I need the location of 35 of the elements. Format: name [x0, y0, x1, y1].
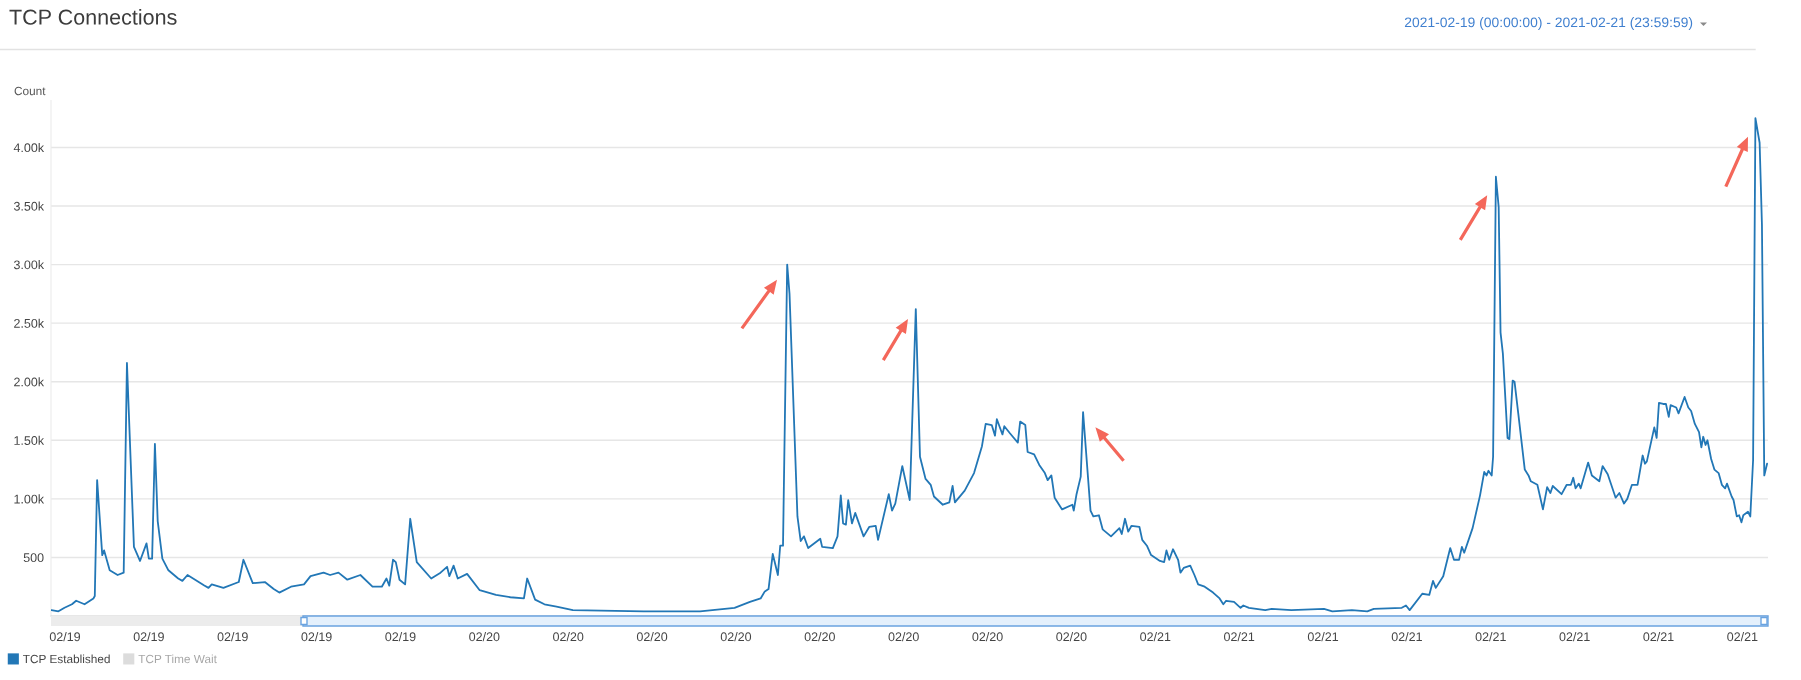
x-tick-label: 02/20 — [804, 631, 835, 642]
x-tick-label: 02/19 — [49, 631, 81, 642]
y-tick-label: 4.00k — [13, 142, 45, 153]
x-tick-label: 02/21 — [1224, 631, 1255, 642]
x-tick-label: 02/21 — [1643, 631, 1674, 642]
y-tick-label: 3.50k — [13, 201, 45, 211]
x-tick-label: 02/20 — [1056, 631, 1087, 642]
chart-title: TCP Connections — [9, 8, 177, 25]
x-tick-label: 02/19 — [217, 631, 248, 642]
y-tick-label: 500 — [23, 553, 44, 563]
x-tick-label: 02/21 — [1727, 631, 1758, 642]
chart-subtitle: 2021-02-19 (00:00:00) - 2021-02-21 (23:59:59) — [1404, 17, 1693, 30]
x-tick-label: 02/21 — [1559, 631, 1590, 642]
x-tick-label: 02/20 — [469, 631, 500, 642]
y-tick-label: 2.50k — [14, 318, 45, 328]
x-tick-label: 02/19 — [385, 631, 416, 642]
x-tick-label: 02/20 — [636, 631, 668, 642]
y-tick-label: 2.00k — [14, 377, 45, 387]
x-tick-label: 02/21 — [1307, 631, 1339, 642]
x-tick-label: 02/20 — [972, 631, 1003, 642]
x-tick-label: 02/21 — [1475, 631, 1506, 642]
y-tick-label: 1.00k — [14, 494, 45, 504]
x-tick-label: 02/20 — [720, 631, 752, 642]
x-tick-label: 02/21 — [1391, 631, 1422, 642]
y-tick-label: 3.00k — [13, 260, 45, 270]
legend-label: TCP Time Wait — [138, 654, 217, 664]
x-tick-label: 02/19 — [133, 631, 164, 642]
x-tick-label: 02/20 — [888, 631, 919, 642]
x-tick-label: 02/20 — [553, 631, 584, 642]
legend-label: TCP Established — [23, 654, 110, 664]
x-tick-label: 02/21 — [1140, 631, 1171, 642]
y-axis-title: Count — [14, 86, 46, 96]
y-tick-label: 1.50k — [14, 435, 45, 445]
x-tick-label: 02/19 — [301, 631, 332, 642]
line-series — [51, 117, 1768, 613]
